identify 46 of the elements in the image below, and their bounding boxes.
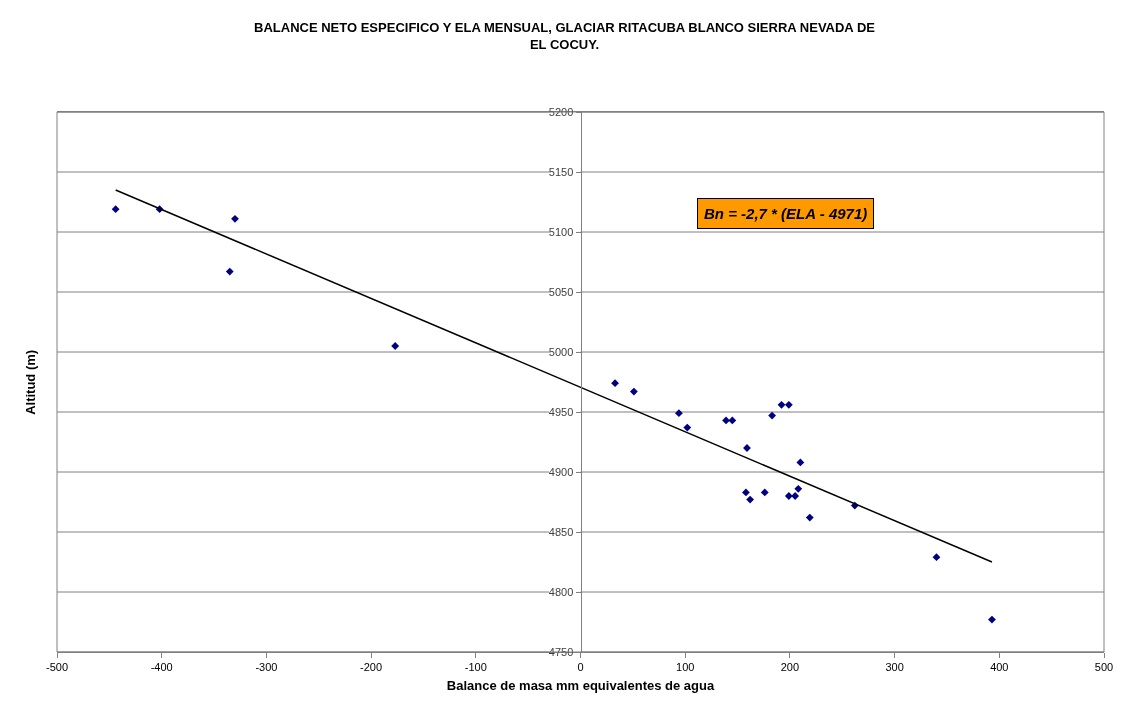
x-tick-label: 0 [577,661,584,674]
point [796,458,805,467]
point [231,214,239,223]
point [111,205,120,214]
point [742,488,750,497]
x-axis-title: Balance de masa mm equivalentes de agua [446,677,715,693]
y-tick-label: 5100 [548,225,574,238]
point [760,488,769,497]
point [728,416,737,425]
x-tick-label: -200 [360,661,383,674]
x-tick-label: 100 [676,661,695,674]
x-tick-label: 200 [780,661,800,674]
point [683,423,692,432]
point [784,492,793,500]
point [225,267,234,276]
y-tick-label: 4900 [548,465,574,478]
x-tick-label: 400 [990,661,1009,674]
point [630,387,638,396]
point [768,411,776,420]
x-tick-label: 500 [1094,661,1114,674]
point [805,513,814,522]
point [791,492,800,500]
y-tick-label: 4850 [548,525,574,538]
y-tick-label: 5150 [548,165,574,178]
y-tick-label: 4800 [548,585,574,598]
x-tick-label: 300 [885,661,904,674]
annotation: Bn = -2,7 * (ELA - 4971) [704,205,868,222]
chart-title: BALANCE NETO ESPECIFICO Y ELA MENSUAL, GLACIAR RITACUBA BLANCO SIERRA NEVADA DE EL COCUY. [254,20,876,53]
x-tick-label: -500 [45,661,69,674]
point [932,553,941,562]
point [784,400,793,409]
x-tick-label: -300 [255,661,278,674]
y-tick-label: 5050 [548,285,574,298]
point [391,342,400,350]
point [722,416,730,425]
point [777,400,786,409]
point [611,379,619,388]
point [746,495,755,504]
y-axis-title: Altitud (m) [22,349,38,415]
point [675,409,683,418]
y-tick-label: 5000 [548,345,574,358]
point [794,484,803,493]
x-tick-label: -100 [464,661,487,674]
x-tick-label: -400 [150,661,173,674]
y-tick-label: 4950 [548,405,574,418]
point [988,615,996,624]
